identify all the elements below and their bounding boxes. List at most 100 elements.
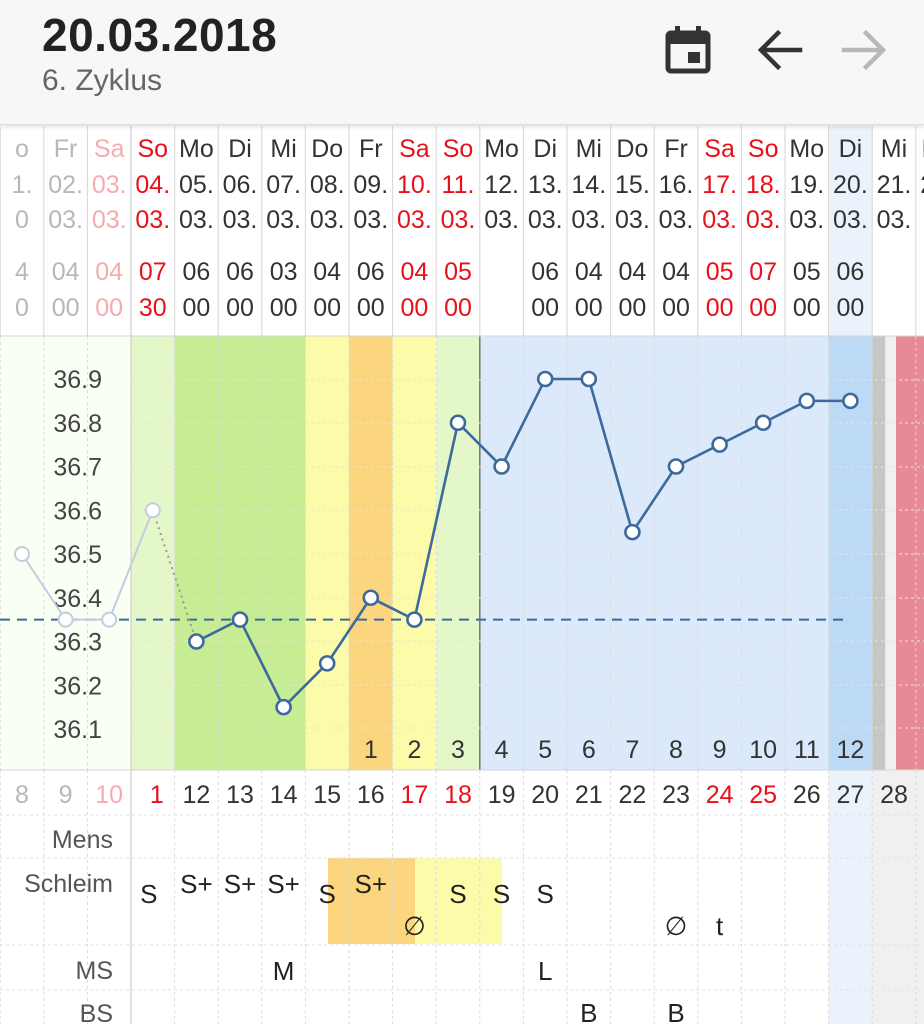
time-hour-label: 06: [357, 258, 385, 286]
calendar-button[interactable]: [660, 22, 716, 78]
post-ovulation-number: 10: [749, 736, 777, 764]
schleim-entry: S+: [180, 869, 213, 899]
y-tick-label: 36.7: [53, 454, 102, 482]
selected-day-column: [828, 770, 873, 1024]
time-min-label: 00: [226, 294, 254, 322]
cycle-day-label: 28: [880, 781, 908, 809]
temperature-point: [318, 655, 336, 672]
bs-entry: B: [580, 998, 597, 1024]
time-hour-label: 06: [531, 258, 559, 286]
temperature-point: [449, 414, 467, 432]
date-day-label: 21.: [877, 171, 912, 199]
y-tick-label: 36.5: [53, 541, 102, 569]
temperature-point: [711, 436, 728, 453]
weekday-label: o: [15, 135, 29, 163]
weekday-label: So: [748, 135, 779, 163]
post-ovulation-number: 7: [625, 736, 639, 764]
time-hour-label: 04: [618, 258, 646, 286]
back-button[interactable]: [752, 22, 808, 78]
schleim-entry: S+: [224, 869, 257, 899]
date-month-label: 03.: [135, 206, 170, 234]
weekday-label: So: [443, 135, 474, 163]
cycle-day-label: 1: [150, 781, 164, 809]
forward-button[interactable]: [836, 22, 892, 78]
weekday-label: Mi: [881, 135, 907, 163]
temperature-point: [188, 633, 205, 650]
time-min-label: 0: [15, 294, 29, 322]
temperature-point: [580, 370, 598, 388]
y-tick-label: 36.9: [53, 366, 102, 394]
schleim-entry: S: [493, 879, 510, 909]
time-hour-label: 07: [139, 258, 167, 286]
weekday-label: Sa: [704, 135, 735, 163]
date-month-label: 03.: [353, 206, 388, 234]
time-hour-label: 07: [749, 258, 777, 286]
date-day-label: 22.: [920, 171, 924, 199]
schleim-entry: ∅: [403, 911, 426, 941]
schleim-entry: S: [449, 879, 466, 909]
post-ovulation-number: 6: [582, 736, 596, 764]
time-min-label: 00: [400, 294, 428, 322]
ms-entry: L: [538, 956, 552, 986]
temperature-point: [667, 458, 685, 475]
date-month-label: 03.: [223, 206, 258, 234]
cycle-day-label: 19: [488, 781, 516, 809]
schleim-entry: S+: [355, 869, 388, 899]
time-min-label: 00: [182, 294, 210, 322]
today-marker: [872, 336, 886, 770]
date-title: 20.03.2018: [42, 9, 278, 61]
schleim-entry: S: [319, 879, 336, 909]
time-min-label: 00: [749, 294, 777, 322]
time-min-label: 00: [531, 294, 559, 322]
time-min-label: 00: [706, 294, 734, 322]
cycle-day-label: 22: [618, 781, 646, 809]
weekday-label: Di: [533, 135, 557, 163]
cycle-day-label: 15: [313, 781, 341, 809]
schleim-entry: S+: [267, 869, 300, 899]
y-tick-label: 36.1: [53, 716, 102, 744]
temperature-point: [842, 392, 859, 410]
date-day-label: 10.: [397, 171, 432, 199]
time-hour-label: 06: [836, 258, 864, 286]
time-min-label: 30: [139, 294, 167, 322]
cycle-day-label: 23: [662, 781, 690, 809]
weekday-label: Mi: [270, 135, 296, 163]
temperature-point: [536, 370, 554, 388]
date-day-label: 08.: [310, 171, 345, 199]
weekday-label: Mo: [789, 135, 824, 163]
date-month-label: 0: [15, 206, 29, 234]
time-min-label: 00: [444, 294, 472, 322]
temperature-point: [275, 698, 292, 716]
time-hour-label: 03: [270, 258, 298, 286]
post-ovulation-number: 1: [364, 736, 378, 764]
row-label-bs: BS: [80, 1000, 113, 1024]
time-hour-label: 04: [662, 258, 690, 286]
peak-mucus-band: [328, 858, 415, 944]
date-month-label: 03.: [615, 206, 650, 234]
phase-band: [436, 336, 480, 770]
time-min-label: 00: [836, 294, 864, 322]
date-day-label: 17.: [702, 171, 737, 199]
date-day-label: 1.: [12, 171, 33, 199]
schleim-entry: ∅: [665, 911, 688, 941]
row-label-ms: MS: [76, 957, 114, 985]
cycle-day-label: 8: [15, 781, 29, 809]
date-day-label: 19.: [789, 171, 824, 199]
date-day-label: 04.: [135, 171, 170, 199]
time-hour-label: 04: [400, 258, 428, 286]
cycle-day-label: 18: [444, 781, 472, 809]
schleim-entry: S: [537, 879, 554, 909]
temperature-line: [195, 377, 851, 710]
time-hour-label: 04: [575, 258, 603, 286]
phase-band: [174, 336, 306, 770]
app-header: 20.03.2018 6. Zyklus: [0, 0, 924, 125]
date-month-label: 03.: [702, 206, 737, 234]
time-min-label: 00: [575, 294, 603, 322]
weekday-label: Fr: [359, 135, 383, 163]
date-month-label: 03.: [92, 206, 127, 234]
date-month-label: 03.: [310, 206, 345, 234]
weekday-label: Di: [839, 135, 863, 163]
date-day-label: 02.: [48, 171, 83, 199]
post-ovulation-number: 8: [669, 736, 683, 764]
date-month-label: 03.: [833, 206, 868, 234]
